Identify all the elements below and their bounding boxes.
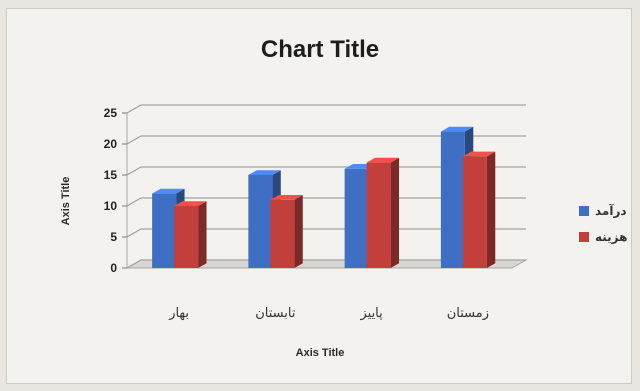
category-labels: بهار تابستان پاییز زمستان: [168, 306, 489, 321]
y-tick-label: 20: [104, 137, 118, 151]
y-tick-label: 10: [104, 199, 118, 213]
legend-label: هزینه: [595, 230, 627, 244]
category-label: پاییز: [359, 306, 383, 321]
bar-1-2: [366, 157, 400, 268]
bars: [152, 126, 496, 268]
legend-swatch: [579, 206, 589, 216]
category-label: بهار: [168, 306, 189, 321]
bar-1-1: [270, 195, 303, 268]
y-axis-title: Axis Title: [60, 177, 72, 226]
bar-front: [174, 206, 199, 268]
bar-front: [248, 175, 273, 268]
bar-front: [366, 162, 391, 268]
bar-front: [440, 131, 465, 268]
category-label: تابستان: [255, 306, 296, 321]
y-tick-label: 15: [104, 168, 118, 182]
bar-side: [294, 195, 303, 268]
bar-side: [198, 201, 207, 268]
y-tick-label: 25: [104, 106, 118, 120]
bar-side: [486, 151, 496, 268]
bar-top: [270, 195, 303, 200]
legend: درآمد هزینه: [579, 203, 627, 244]
gridline: [126, 104, 526, 114]
bar-1-3: [462, 151, 496, 268]
gridline: [126, 135, 526, 145]
legend-swatch: [579, 232, 589, 242]
bar-front: [462, 156, 487, 268]
bar-front: [152, 193, 177, 268]
y-tick-labels: 0 5 10 15 20 25: [104, 106, 127, 275]
bar-top: [248, 170, 281, 175]
bar-front: [344, 168, 369, 268]
category-label: زمستان: [447, 306, 489, 321]
bar-1-0: [174, 201, 207, 268]
x-axis-title: Axis Title: [296, 347, 345, 359]
bar-front: [270, 199, 295, 268]
chart-title: Chart Title: [261, 36, 379, 63]
bar-top: [366, 157, 400, 163]
legend-label: درآمد: [595, 203, 627, 218]
chart-canvas: Chart Title Axis Title Axis Title 0 5 10 15…: [60, 36, 627, 359]
bar-top: [462, 151, 496, 157]
bar-top: [440, 126, 474, 132]
bar-top: [174, 201, 207, 206]
bar-side: [390, 157, 400, 268]
bar-top: [152, 188, 185, 194]
y-tick-label: 5: [110, 230, 117, 244]
chart-area: Chart Title Axis Title Axis Title 0 5 10 15…: [6, 8, 632, 384]
y-tick-label: 0: [110, 261, 117, 275]
